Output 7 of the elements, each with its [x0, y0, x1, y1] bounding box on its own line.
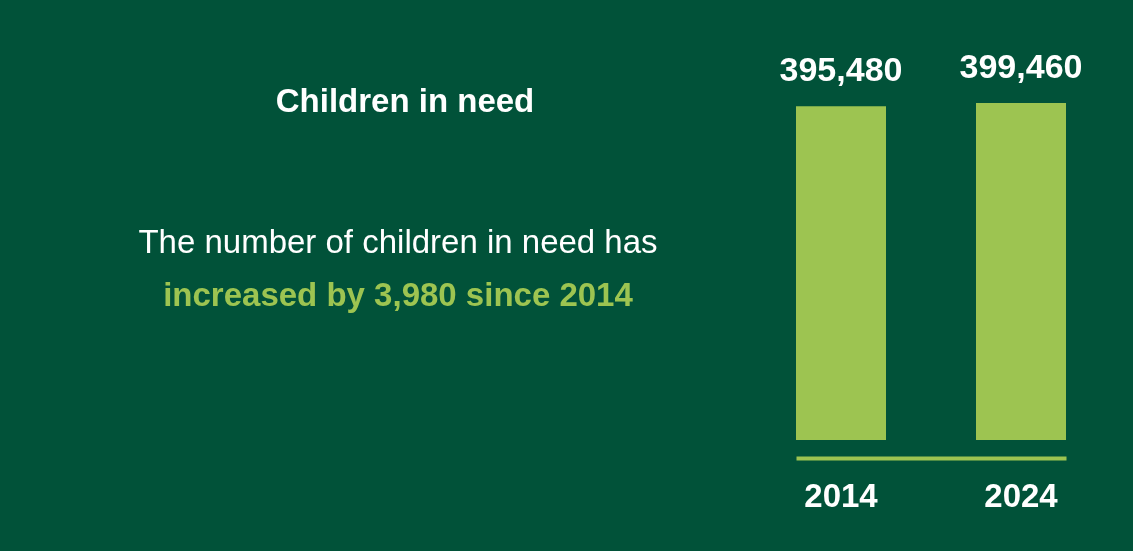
x-tick-label: 2014 [804, 476, 879, 514]
data-label: 399,460 [959, 47, 1083, 85]
x-tick-label: 2024 [984, 476, 1059, 514]
text: increased by 3,980 since 2014 [163, 276, 634, 313]
data-label: 395,480 [779, 50, 903, 89]
text: The number of children in need has [138, 223, 658, 260]
text: Children in need [275, 82, 535, 119]
